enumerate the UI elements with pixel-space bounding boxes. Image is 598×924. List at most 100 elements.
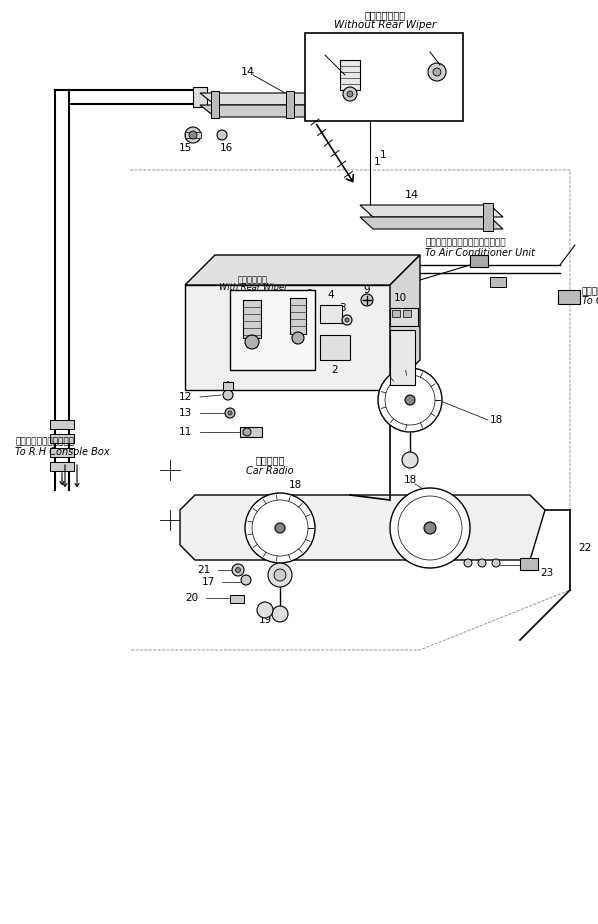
Bar (483, 203, 493, 231)
Polygon shape (200, 93, 370, 105)
Bar (403, 310, 411, 317)
Text: 12: 12 (179, 392, 192, 402)
Circle shape (378, 368, 442, 432)
Text: カーラジオ: カーラジオ (255, 455, 285, 465)
Text: 10: 10 (393, 293, 407, 303)
Circle shape (225, 408, 235, 418)
Text: With Rear Wiper: With Rear Wiper (219, 284, 287, 293)
Bar (390, 330, 415, 385)
Bar (223, 382, 233, 390)
Circle shape (478, 559, 486, 567)
Text: To Cab: To Cab (582, 296, 598, 306)
Polygon shape (360, 217, 503, 229)
Text: To R.H Console Box: To R.H Console Box (15, 447, 109, 457)
Circle shape (402, 452, 418, 468)
Bar (520, 558, 538, 570)
Text: 5: 5 (233, 292, 240, 302)
Polygon shape (390, 255, 420, 390)
Text: 18: 18 (288, 480, 301, 490)
Circle shape (390, 488, 470, 568)
Bar (243, 300, 261, 338)
Text: 14: 14 (405, 190, 419, 200)
Circle shape (245, 335, 259, 349)
Circle shape (232, 564, 244, 576)
Text: 17: 17 (202, 577, 215, 587)
Text: 21: 21 (197, 565, 210, 575)
Text: To Air Conditioner Unit: To Air Conditioner Unit (425, 248, 535, 258)
Text: 7: 7 (448, 47, 455, 57)
Text: 6: 6 (305, 289, 312, 299)
Circle shape (398, 496, 462, 560)
Bar (240, 427, 262, 437)
Text: リヤワイパ付: リヤワイパ付 (238, 275, 268, 285)
Text: 20: 20 (185, 593, 198, 603)
Bar (305, 33, 463, 121)
Circle shape (245, 493, 315, 563)
Bar (230, 290, 315, 370)
Text: 14: 14 (241, 67, 255, 77)
Text: 4: 4 (328, 290, 334, 300)
Polygon shape (200, 105, 370, 117)
Bar (392, 310, 400, 317)
Circle shape (223, 390, 233, 400)
Text: 9: 9 (364, 285, 370, 295)
Circle shape (343, 87, 357, 101)
Circle shape (243, 428, 251, 436)
Text: 16: 16 (219, 143, 233, 153)
Text: 11: 11 (179, 427, 192, 437)
Text: キャブへ: キャブへ (582, 287, 598, 297)
Text: 1: 1 (374, 157, 380, 167)
Bar (320, 305, 342, 323)
Bar (230, 595, 244, 603)
Circle shape (252, 500, 308, 556)
Polygon shape (185, 285, 390, 390)
Circle shape (433, 68, 441, 76)
Text: 18: 18 (404, 475, 417, 485)
Circle shape (272, 606, 288, 622)
Circle shape (464, 559, 472, 567)
Circle shape (257, 602, 273, 618)
Bar (50, 448, 74, 457)
Bar (286, 91, 294, 118)
Text: 1: 1 (380, 150, 387, 160)
Circle shape (236, 567, 240, 573)
Circle shape (385, 375, 435, 425)
Circle shape (405, 395, 415, 405)
Circle shape (275, 523, 285, 533)
Bar (290, 298, 306, 334)
Bar (320, 335, 350, 360)
Circle shape (361, 294, 373, 306)
Text: 5: 5 (312, 43, 318, 53)
Circle shape (492, 559, 500, 567)
Bar (558, 290, 580, 304)
Circle shape (268, 563, 292, 587)
Text: 18: 18 (490, 415, 504, 425)
Circle shape (292, 332, 304, 344)
Bar (490, 277, 506, 287)
Circle shape (342, 315, 352, 325)
Text: Car Radio: Car Radio (246, 466, 294, 476)
Text: エアーコンディショナユニットへ: エアーコンディショナユニットへ (425, 238, 506, 248)
Bar (351, 91, 359, 118)
Text: 22: 22 (578, 543, 591, 553)
Text: 右コンソールボックスへ: 右コンソールボックスへ (15, 437, 74, 446)
Text: リヤワイパなし: リヤワイパなし (364, 10, 405, 20)
Text: 13: 13 (179, 408, 192, 418)
Text: Without Rear Wiper: Without Rear Wiper (334, 20, 436, 30)
Circle shape (241, 575, 251, 585)
Circle shape (428, 63, 446, 81)
Circle shape (228, 411, 232, 415)
Polygon shape (180, 495, 545, 560)
Bar (50, 462, 74, 471)
Bar (340, 60, 360, 90)
Bar (50, 420, 74, 429)
Text: 23: 23 (540, 568, 553, 578)
Bar (50, 434, 74, 443)
Polygon shape (185, 255, 420, 285)
Bar (185, 132, 201, 138)
Bar (470, 255, 488, 267)
Bar (193, 87, 207, 107)
Circle shape (424, 522, 436, 534)
Circle shape (189, 131, 197, 139)
Polygon shape (360, 205, 503, 217)
